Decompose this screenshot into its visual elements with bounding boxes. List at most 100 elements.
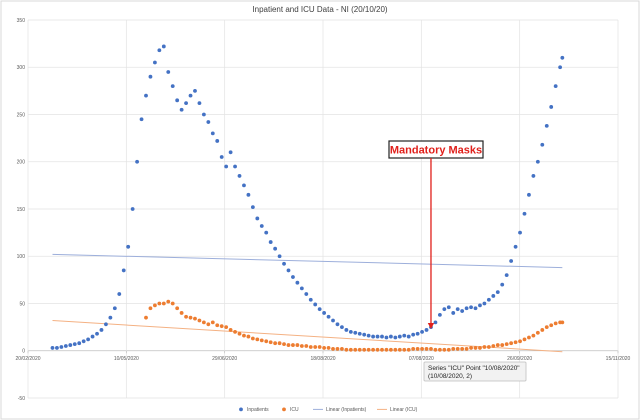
point-inpatients [117, 292, 122, 296]
point-icu [179, 311, 184, 315]
point-inpatients [322, 311, 327, 315]
point-icu [193, 316, 197, 321]
point-inpatients [112, 306, 117, 311]
point-inpatients [326, 314, 331, 319]
point-icu [304, 344, 309, 348]
trendline-icu [52, 320, 563, 353]
point-inpatients [362, 332, 367, 337]
point-inpatients [451, 311, 456, 315]
point-inpatients [201, 112, 206, 117]
point-icu [268, 340, 273, 345]
point-inpatients [549, 105, 554, 109]
point-inpatients [126, 244, 131, 249]
point-icu [259, 338, 264, 343]
point-inpatients [95, 331, 99, 336]
point-inpatients [482, 301, 487, 306]
point-inpatients [348, 329, 353, 334]
point-icu [393, 347, 398, 352]
legend: Inpatients ICU Linear (Inpatients) Linear (… [239, 407, 418, 413]
point-inpatients [478, 303, 482, 308]
point-icu [233, 329, 237, 334]
point-inpatients [246, 192, 251, 197]
point-icu [389, 347, 393, 352]
y-tick-label: 100 [17, 254, 26, 260]
point-icu [531, 333, 536, 338]
point-inpatients [558, 65, 563, 70]
point-inpatients [153, 60, 157, 65]
legend-swatch [239, 407, 243, 412]
point-inpatients [68, 343, 73, 347]
point-icu [433, 347, 438, 352]
point-inpatients [90, 334, 95, 339]
point-icu [335, 346, 340, 351]
point-icu [469, 346, 473, 350]
point-inpatients [375, 334, 380, 339]
point-icu [362, 347, 367, 352]
point-icu [473, 346, 478, 350]
point-icu [228, 328, 233, 332]
point-icu [353, 347, 358, 352]
point-icu [518, 339, 522, 344]
point-inpatients [161, 44, 166, 49]
y-tick-label: 300 [17, 65, 26, 71]
point-icu [224, 325, 229, 330]
point-icu [322, 346, 327, 350]
point-inpatients [424, 328, 429, 332]
tooltip-box [423, 361, 527, 382]
point-icu [478, 346, 482, 350]
series-layer [50, 44, 565, 352]
point-inpatients [495, 290, 500, 295]
point-icu [242, 333, 246, 338]
point-icu [442, 347, 447, 352]
point-inpatients [130, 207, 135, 211]
point-icu [464, 346, 469, 351]
point-inpatients [157, 48, 162, 53]
point-inpatients [535, 159, 540, 164]
point-inpatients [250, 205, 255, 210]
point-icu [509, 341, 514, 346]
point-icu [384, 347, 389, 352]
point-icu [246, 334, 251, 339]
point-icu [313, 345, 318, 349]
point-inpatients [59, 345, 64, 349]
x-tick-label: 18/08/2020 [310, 356, 335, 362]
point-icu [535, 330, 540, 335]
point-inpatients [560, 55, 565, 60]
tooltip-layer: Series "ICU" Point "10/08/2020" (10/08/2… [423, 361, 527, 382]
point-inpatients [518, 230, 522, 235]
point-icu [380, 347, 384, 352]
point-inpatients [415, 331, 420, 336]
point-icu [437, 347, 442, 352]
point-icu [549, 323, 554, 328]
x-tick-label: 10/05/2020 [114, 356, 139, 362]
y-tick-label: 150 [17, 207, 26, 213]
point-icu [184, 314, 188, 319]
tooltip-line-1: Series "ICU" Point "10/08/2020" [428, 365, 520, 372]
point-inpatients [104, 322, 108, 327]
point-inpatients [255, 216, 260, 221]
point-inpatients [446, 305, 451, 310]
point-icu [206, 322, 211, 327]
point-icu [326, 346, 331, 350]
y-tick-label: 350 [17, 18, 26, 24]
point-icu [348, 347, 353, 352]
point-icu [331, 346, 335, 351]
point-inpatients [170, 84, 175, 89]
point-icu [455, 346, 460, 351]
point-icu [371, 347, 375, 352]
point-inpatients [357, 331, 362, 336]
point-icu [495, 343, 500, 347]
point-inpatients [179, 107, 184, 112]
point-icu [375, 347, 380, 352]
point-inpatients [553, 84, 558, 89]
y-tick-label: 250 [17, 112, 26, 118]
point-inpatients [340, 325, 344, 330]
point-inpatients [527, 192, 531, 197]
trendline-inpatients [52, 253, 563, 269]
annotation-box [388, 140, 484, 159]
point-icu [560, 320, 565, 325]
point-icu [424, 346, 429, 351]
trend-layer [52, 253, 563, 353]
point-inpatients [295, 280, 300, 285]
